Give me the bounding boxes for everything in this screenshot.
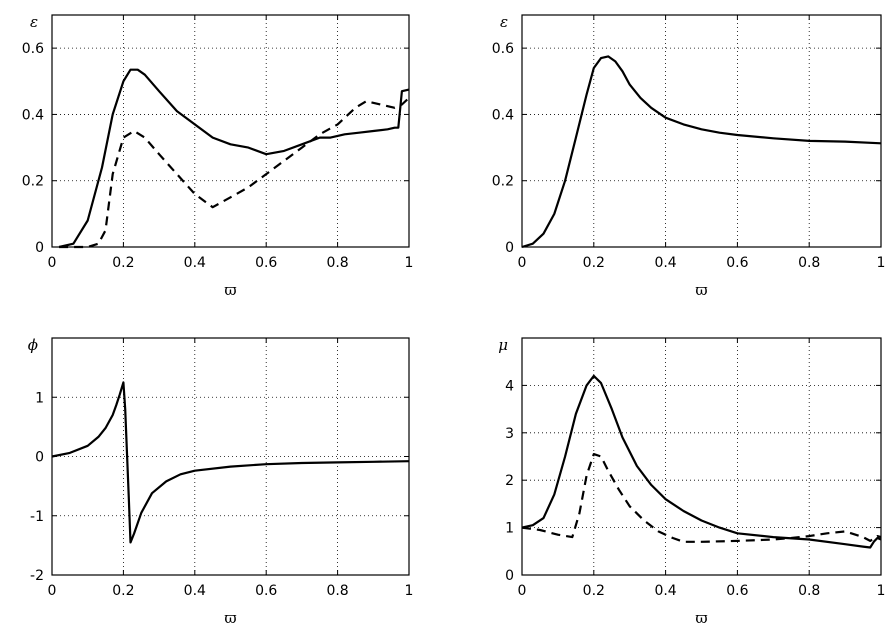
x-tick-label: 1 (877, 583, 886, 599)
x-tick-label: 0.2 (583, 583, 605, 599)
x-tick-label: 0 (48, 583, 57, 599)
y-tick-label: 0 (35, 450, 44, 466)
x-tick-label: 1 (405, 255, 414, 271)
x-tick-label: 0.8 (798, 583, 820, 599)
x-axis-label: ϖ (224, 281, 236, 299)
plot-area (52, 15, 409, 247)
y-tick-label: 0.2 (22, 174, 44, 190)
y-tick-label: -1 (30, 509, 44, 525)
x-tick-label: 0 (48, 255, 57, 271)
y-tick-label: 0 (505, 568, 514, 584)
x-tick-label: 0.2 (112, 583, 134, 599)
x-tick-label: 1 (405, 583, 414, 599)
plot-area (52, 338, 409, 575)
y-tick-label: 4 (505, 378, 514, 394)
x-tick-label: 0.8 (326, 255, 348, 271)
x-tick-label: 0.2 (583, 255, 605, 271)
chart-top-left: 0 0.2 0.4 0.6 0.8 1 0 0.2 0.4 0.6 ε ϖ (22, 13, 414, 299)
plot-area (522, 15, 881, 247)
series-line-dashed (59, 97, 410, 249)
series-line-solid (521, 55, 882, 249)
y-axis-label: ϕ (28, 336, 38, 354)
plot-frame (521, 337, 882, 576)
x-tick-label: 0.6 (255, 255, 277, 271)
series-line-dashed (521, 453, 882, 543)
chart-bottom-right: 0 0.2 0.4 0.6 0.8 1 0 1 2 3 4 μ ϖ (498, 336, 885, 627)
x-tick-label: 0 (518, 583, 527, 599)
plot-frame (51, 14, 410, 248)
y-tick-label: 0 (505, 240, 514, 256)
x-tick-label: 0.4 (654, 255, 676, 271)
y-axis-label: μ (498, 336, 508, 354)
y-tick-label: 3 (505, 426, 514, 442)
y-tick-label: 1 (35, 390, 44, 406)
x-tick-label: 0 (518, 255, 527, 271)
x-tick-label: 0.4 (184, 255, 206, 271)
series-line-solid (51, 381, 410, 544)
x-tick-label: 0.4 (184, 583, 206, 599)
y-tick-label: 0.4 (22, 107, 44, 123)
y-tick-label: 0.2 (492, 174, 514, 190)
x-axis-label: ϖ (695, 281, 707, 299)
x-axis-label: ϖ (695, 609, 707, 627)
x-tick-label: 0.2 (112, 255, 134, 271)
x-tick-label: 0.6 (726, 583, 748, 599)
y-tick-label: 0.6 (492, 41, 514, 57)
y-tick-label: 2 (505, 473, 514, 489)
chart-top-right: 0 0.2 0.4 0.6 0.8 1 0 0.2 0.4 0.6 ε ϖ (492, 13, 886, 299)
x-tick-label: 1 (877, 255, 886, 271)
x-tick-label: 0.8 (326, 583, 348, 599)
chart-bottom-left: 0 0.2 0.4 0.6 0.8 1 -2 -1 0 1 ϕ ϖ (28, 336, 414, 627)
x-tick-label: 0.8 (798, 255, 820, 271)
series-line-solid (58, 68, 410, 249)
x-axis-label: ϖ (224, 609, 236, 627)
plot-frame (521, 14, 882, 248)
y-tick-label: -2 (30, 568, 44, 584)
y-tick-label: 0.6 (22, 41, 44, 57)
plot-area (522, 338, 881, 575)
x-tick-label: 0.6 (255, 583, 277, 599)
x-tick-label: 0.6 (726, 255, 748, 271)
x-tick-label: 0.4 (654, 583, 676, 599)
series-line-solid (521, 374, 882, 549)
y-tick-label: 0 (35, 240, 44, 256)
y-tick-label: 1 (505, 521, 514, 537)
y-tick-label: 0.4 (492, 107, 514, 123)
y-axis-label: ε (500, 13, 508, 31)
y-axis-label: ε (30, 13, 38, 31)
